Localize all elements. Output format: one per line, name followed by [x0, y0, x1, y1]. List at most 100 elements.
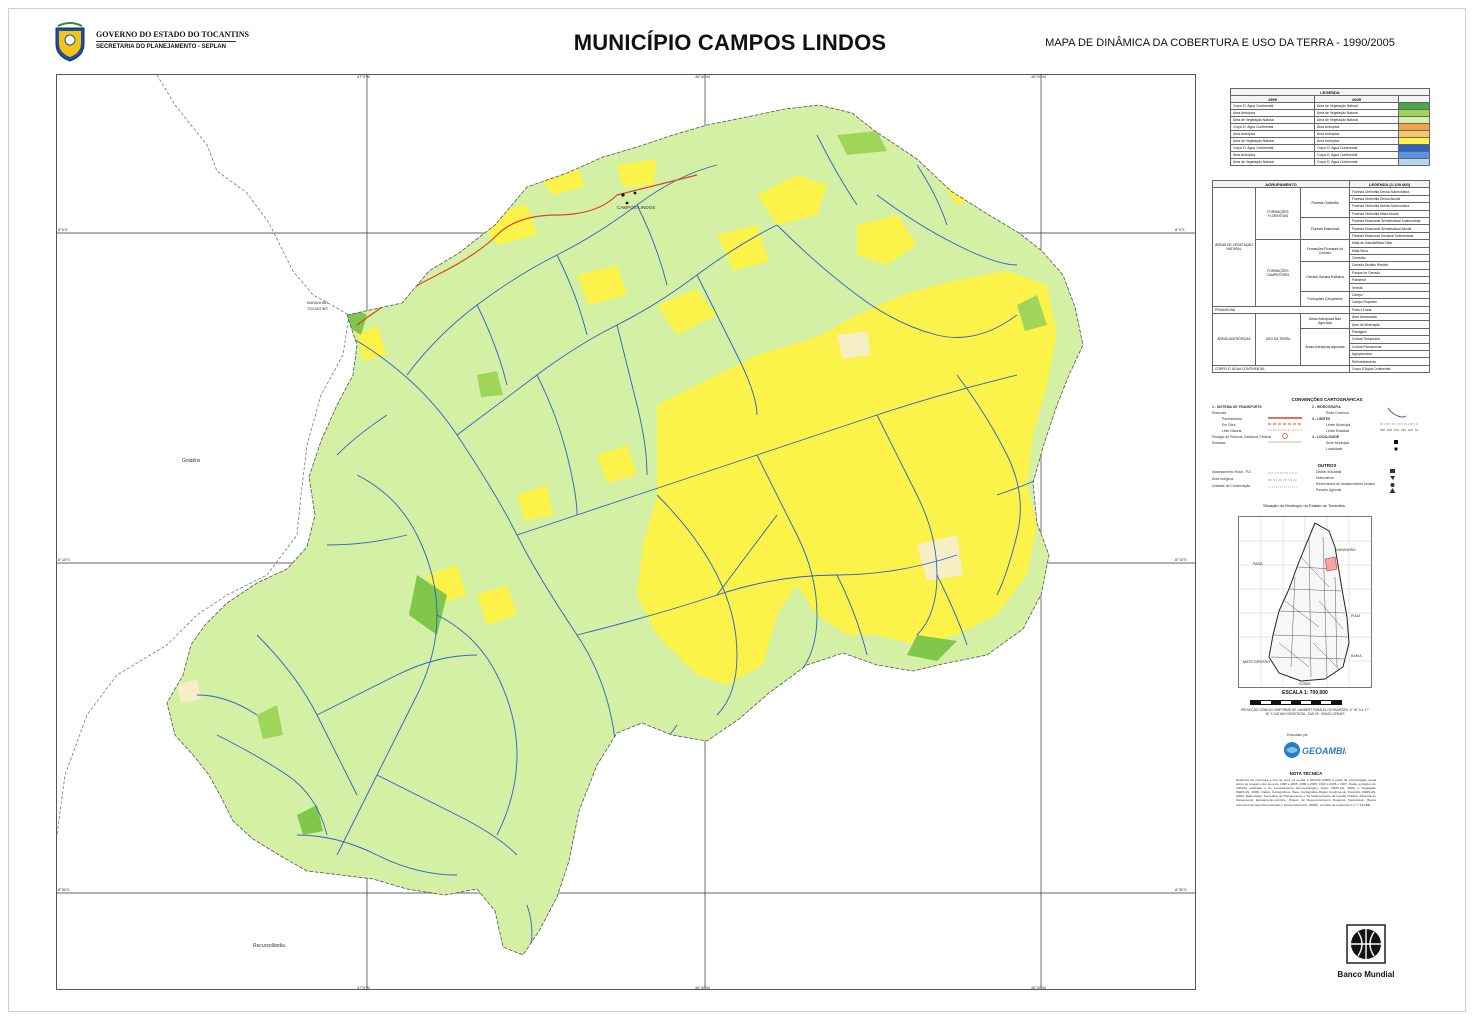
- legend-col-1990: 1990: [1230, 95, 1315, 103]
- right-tick-label: 8°30'S: [1175, 887, 1187, 892]
- light-area: [837, 331, 871, 359]
- light-area: [177, 679, 201, 703]
- group-natural-vegetation: ÁREAS DE VEGETAÇÃO NATURAL: [1212, 187, 1256, 307]
- grouping-item: Campo Rupestre: [1349, 298, 1430, 307]
- state-boundary-line: [57, 75, 350, 836]
- convention-item: Localidade: [1326, 447, 1343, 451]
- projection-info: PROJEÇÃO CÔNICA CONFORME DE LAMBERT PARA…: [1240, 708, 1370, 717]
- river-network: [196, 134, 1048, 955]
- world-bank-label: Banco Mundial: [1337, 970, 1395, 979]
- geoambiente-wordmark: GEOAMBIENTE: [1302, 746, 1346, 756]
- grouping-item: Mata Seca: [1349, 246, 1430, 255]
- government-name: GOVERNO DO ESTADO DO TOCANTINS: [96, 30, 249, 39]
- legend-row: Corpo D' Água Continental Corpo D' Água C…: [1230, 144, 1430, 152]
- top-tick-label: 46°40'W: [695, 74, 711, 79]
- geoambiente-logo-icon: GEOAMBIENTE: [1284, 742, 1346, 758]
- inset-label: PIAUÍ: [1351, 614, 1360, 618]
- page-frame: [8, 8, 1466, 1012]
- other-item: Assentamento Rural - P.A: [1212, 470, 1251, 474]
- other-item: Hidrovia/via: [1316, 476, 1334, 480]
- technical-note-title: NOTA TÉCNICA: [1289, 771, 1323, 776]
- convention-item: Limite Estadual: [1326, 429, 1350, 433]
- subgroup-seasonal: Floresta Estacional: [1300, 216, 1350, 241]
- grouping-item: Cultura Permanente: [1349, 342, 1430, 352]
- hydro-limit-symbols-icon: [1380, 407, 1418, 451]
- grouping-item: Palmeiral: [1349, 276, 1430, 285]
- other-item: Unidade de Conservação: [1212, 484, 1251, 488]
- inset-label: BAHIA: [1351, 654, 1362, 658]
- secondary-vegetation-area: [1017, 295, 1047, 331]
- legend-row: Área Antrópica Área de Vegetação Natural: [1230, 109, 1430, 117]
- legend-cell: Área Antrópica: [1314, 137, 1399, 145]
- agriculture-area: [617, 159, 657, 187]
- right-tick-label: 8°15'S: [1175, 557, 1187, 562]
- grouping-item: Área Urbanizada: [1349, 313, 1430, 322]
- grouping-item: Floresta Estacional Semidecidual Aluvial: [1349, 224, 1430, 233]
- locality-marker[interactable]: [625, 201, 629, 205]
- subgroup-ombrophilous: Floresta Ombrófila: [1300, 187, 1350, 218]
- grouping-item: Praia e Duna: [1349, 305, 1430, 315]
- other-marker-icons: [1389, 469, 1396, 493]
- other-item: Reservatório de Abastecimento Urbano: [1316, 482, 1376, 486]
- secretariat-name: SECRETARIA DO PLANEJAMENTO - SEPLAN: [96, 44, 226, 50]
- grouping-item: Vereda: [1349, 283, 1430, 292]
- legend-cell: Área Antrópica: [1314, 123, 1399, 131]
- legend-swatch: [1398, 102, 1430, 110]
- grouping-item: Floresta Ombrófila Densa Submontana: [1349, 187, 1430, 196]
- tocantins-state-label: TOCANTINS: [307, 307, 328, 311]
- grouping-item: Floresta Estacional Decidual Submontana: [1349, 231, 1430, 241]
- dense-vegetation-area: [297, 805, 323, 835]
- left-tick-label: 8°0'S: [58, 227, 68, 232]
- legend-swatch: [1398, 158, 1430, 166]
- scale-bar: [1250, 700, 1342, 705]
- technical-note-body: Dinâmica da cobertura e uso da terra na …: [1236, 778, 1376, 807]
- legend-cell: Área Antrópica: [1230, 109, 1315, 117]
- legend-cell: Corpo D' Água Continental: [1230, 102, 1315, 110]
- legend-row: Corpo D' Água Continental Área Antrópica: [1230, 123, 1430, 131]
- subgroup-forest: FORMAÇÕES FLORESTAIS: [1255, 187, 1301, 241]
- locality-heading: 4 - LOCALIDADE: [1312, 435, 1340, 439]
- municipal-seat-marker[interactable]: [621, 193, 625, 197]
- grouping-item: Floresta Estacional Semidecidual Submont…: [1349, 216, 1430, 226]
- legend-cell: Corpo D' Água Continental: [1230, 123, 1315, 131]
- recursolandia-label: Recursolândia: [253, 943, 285, 949]
- grouping-item: Cerrado Sentido Restrito: [1349, 261, 1430, 270]
- legend-swatch: [1398, 151, 1430, 159]
- others-title: OUTROS: [1317, 463, 1337, 468]
- inset-map[interactable]: MARANHÃO PARÁ PIAUÍ MATO GROSSO BAHIA GO…: [1238, 516, 1372, 688]
- locality-marker[interactable]: [633, 191, 637, 195]
- convention-item: Rodovias: [1212, 411, 1227, 415]
- dense-vegetation-area: [907, 635, 957, 661]
- legend-row: Área de Vegetação Natural Corpo D' Água C…: [1230, 158, 1430, 166]
- bottom-tick-label: 46°20'W: [1031, 985, 1047, 990]
- grouping-item: Corpo D'Água Continental: [1349, 364, 1430, 374]
- legend-swatch: [1398, 130, 1430, 138]
- subgroup-non-agricultural: Áreas Antrópicas Não Agrícolas: [1300, 313, 1350, 329]
- map-panel[interactable]: CAMPOS LINDOS Goiatins Recursolândia MAR…: [56, 74, 1196, 990]
- legend-title: LEGENDA: [1230, 88, 1430, 96]
- subgroup-land-use: USO DA TERRA: [1255, 313, 1301, 366]
- grouping-item: Parque de Cerrado: [1349, 268, 1430, 278]
- subgroup-agricultural: Áreas Antrópicas Agrícolas: [1300, 327, 1350, 366]
- map-canvas[interactable]: [57, 75, 1196, 990]
- legend-row: Área de Vegetação Natural Área de Vegetaç…: [1230, 116, 1430, 124]
- legend-row: Área Antrópica Área Antrópica: [1230, 130, 1430, 138]
- executor-caption: Executado por:: [1287, 733, 1309, 737]
- legend-swatch: [1398, 123, 1430, 131]
- grouping-item: Campo: [1349, 290, 1430, 300]
- inset-label: MATO GROSSO: [1243, 660, 1270, 664]
- grouping-item: Área de Mineração: [1349, 320, 1430, 329]
- secondary-vegetation-area: [837, 131, 887, 155]
- left-tick-label: 8°30'S: [58, 887, 70, 892]
- limits-heading: 3 - LIMITES: [1312, 417, 1331, 421]
- conventions-title: CONVENÇÕES CARTOGRÁFICAS: [1291, 397, 1363, 402]
- grouping-item: Mata de Galeria/Mata Ciliar: [1349, 239, 1430, 248]
- grouping-item: Cerradão: [1349, 253, 1430, 263]
- legend-swatch: [1398, 116, 1430, 124]
- legend-cell: Área de Vegetação Natural: [1230, 116, 1315, 124]
- right-tick-label: 8°0'S: [1175, 227, 1185, 232]
- legend-cell: Área Antrópica: [1230, 130, 1315, 138]
- top-tick-label: 47°0'W: [357, 74, 370, 79]
- legend-cell: Área Antrópica: [1314, 130, 1399, 138]
- grouping-legend-header: LEGENDA (1:100.000): [1349, 179, 1430, 189]
